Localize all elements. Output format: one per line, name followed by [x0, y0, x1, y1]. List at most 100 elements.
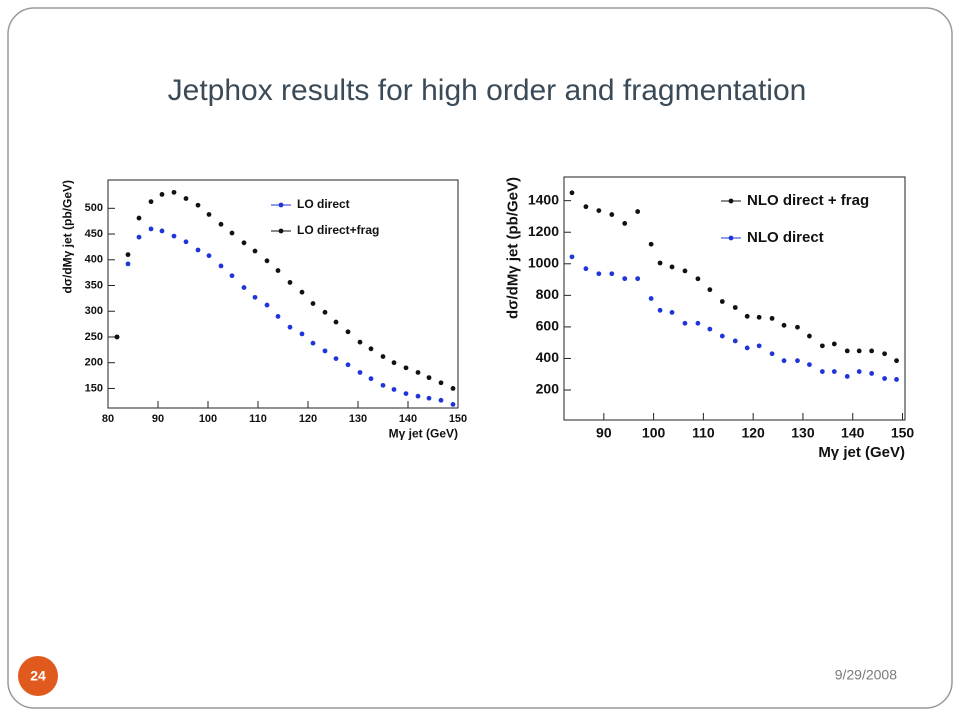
y-axis-label: dσ/dMγ jet (pb/GeV) [61, 180, 75, 294]
data-point [695, 320, 701, 326]
data-point [669, 264, 675, 270]
data-point [159, 192, 165, 197]
data-point [807, 362, 812, 368]
data-point [719, 299, 725, 304]
data-point [450, 386, 456, 391]
data-point [125, 252, 131, 258]
data-point [894, 358, 899, 364]
data-point [856, 369, 862, 374]
data-point [368, 346, 374, 352]
x-tick-label: 150 [449, 413, 467, 425]
data-point [114, 334, 120, 340]
data-point [756, 343, 762, 349]
y-tick-label: 200 [85, 357, 103, 369]
x-axis-label: Mγ jet (GeV) [818, 444, 905, 461]
data-point [403, 365, 409, 371]
x-tick-label: 120 [741, 425, 765, 441]
data-point [869, 348, 875, 354]
legend-label: LO direct+frag [297, 223, 379, 237]
y-tick-label: 150 [85, 382, 103, 394]
data-point [229, 273, 235, 279]
page-number: 24 [30, 668, 46, 684]
data-point [831, 369, 837, 374]
data-point [596, 208, 602, 214]
data-point [609, 271, 615, 277]
data-point [807, 333, 812, 339]
data-point [450, 401, 456, 407]
x-tick-label: 110 [692, 425, 715, 441]
y-tick-label: 800 [536, 286, 560, 302]
x-tick-label: 80 [102, 413, 114, 425]
data-point [569, 190, 575, 196]
data-point [380, 354, 386, 359]
data-point [657, 260, 663, 266]
legend-marker [278, 202, 284, 208]
data-point [415, 370, 421, 375]
data-point [171, 189, 177, 195]
data-point [391, 387, 397, 392]
data-point [368, 376, 374, 382]
data-point [148, 226, 154, 232]
data-point [732, 305, 738, 310]
slide-title: Jetphox results for high order and fragm… [168, 74, 807, 107]
data-point [669, 309, 675, 315]
series [569, 254, 899, 382]
data-point [229, 230, 235, 236]
data-point [707, 287, 713, 293]
data-point [635, 276, 641, 282]
y-tick-label: 250 [85, 331, 103, 343]
data-point [635, 209, 641, 214]
data-point [769, 351, 775, 357]
data-point [183, 196, 189, 201]
series [114, 189, 456, 391]
x-axis-label: Mγ jet (GeV) [389, 426, 458, 440]
data-point [125, 261, 131, 267]
data-point [136, 215, 142, 221]
data-point [206, 212, 212, 217]
y-tick-label: 350 [85, 279, 103, 291]
data-point [241, 285, 247, 290]
data-point [357, 370, 363, 375]
data-point [695, 276, 701, 282]
y-tick-label: 600 [536, 318, 560, 334]
data-point [596, 271, 602, 277]
date: 9/29/2008 [835, 667, 897, 683]
data-point [391, 360, 397, 366]
data-point [583, 266, 589, 272]
data-point [781, 358, 787, 364]
data-point [856, 348, 862, 354]
data-point [310, 340, 316, 346]
data-point [218, 221, 224, 227]
data-point [732, 338, 738, 344]
data-point [195, 247, 201, 253]
data-point [403, 391, 409, 396]
legend-label: LO direct [297, 197, 350, 211]
data-point [415, 393, 421, 399]
data-point [781, 322, 787, 328]
x-tick-label: 130 [791, 425, 815, 441]
data-point [894, 377, 899, 382]
x-tick-label: 150 [891, 425, 915, 441]
data-point [241, 240, 247, 246]
legend-label: NLO direct + frag [747, 192, 869, 209]
legend-label: NLO direct [747, 229, 824, 246]
data-point [426, 395, 432, 401]
data-point [657, 307, 663, 313]
data-point [438, 397, 444, 403]
data-point [310, 301, 316, 306]
data-point [831, 341, 837, 347]
series [114, 226, 456, 407]
data-point [744, 313, 750, 319]
data-point [159, 228, 165, 234]
x-tick-label: 100 [642, 425, 666, 441]
data-point [252, 248, 258, 254]
data-point [287, 280, 293, 285]
y-tick-label: 300 [85, 305, 103, 317]
y-tick-label: 1400 [528, 191, 559, 207]
data-point [795, 358, 800, 364]
legend-marker [728, 198, 734, 204]
y-axis-label: dσ/dMγ jet (pb/GeV) [505, 177, 522, 319]
x-tick-label: 90 [596, 425, 612, 441]
